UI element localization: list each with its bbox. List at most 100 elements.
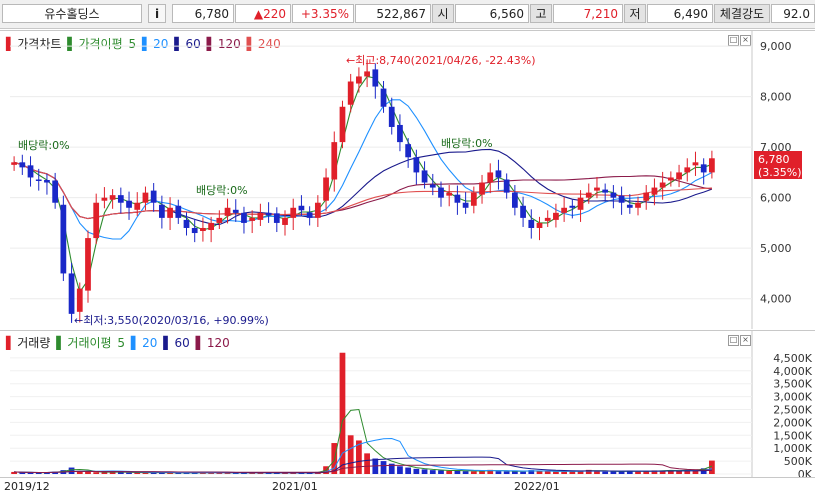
candle-body xyxy=(347,81,354,105)
volume-bar xyxy=(19,472,26,474)
candle-body xyxy=(52,180,59,203)
candle-body xyxy=(709,158,715,173)
volume-bar xyxy=(446,470,453,474)
volume-bar xyxy=(224,472,231,474)
volume-bar xyxy=(511,470,518,474)
price-change-pct: +3.35% xyxy=(292,4,354,23)
candle-body xyxy=(35,179,42,181)
candle-body xyxy=(232,209,239,213)
volume-bar xyxy=(76,470,83,474)
volume-bar xyxy=(265,472,272,474)
candle-body xyxy=(462,202,469,208)
volume-bar xyxy=(27,472,34,474)
volume-bar xyxy=(109,471,116,474)
price-y-tick: 4,000 xyxy=(760,293,792,306)
high-annotation: ←최고:8,740(2021/04/26, -22.43%) xyxy=(346,54,536,67)
candle-body xyxy=(413,157,420,173)
candle-body xyxy=(11,162,17,165)
price-panel-minimize-button[interactable]: □ xyxy=(728,35,739,46)
candle-body xyxy=(618,195,625,203)
volume-bar xyxy=(208,472,215,474)
candle-body xyxy=(85,238,91,291)
candle-body xyxy=(331,142,338,180)
x-label-2019-12: 2019/12 xyxy=(4,480,50,493)
candle-body xyxy=(76,288,83,312)
candle-body xyxy=(175,205,182,218)
candle-body xyxy=(438,187,444,198)
price-ma-120: 120 xyxy=(217,37,241,51)
candle-body xyxy=(109,195,116,200)
high-label: 고 xyxy=(530,4,552,23)
volume-bar xyxy=(158,472,165,474)
volume-bar xyxy=(602,471,609,474)
candle-body xyxy=(626,204,633,208)
candle-body xyxy=(602,189,609,193)
candle-body xyxy=(429,184,436,188)
volume-bar xyxy=(44,472,50,474)
volume-ma-line xyxy=(14,437,712,474)
candle-body xyxy=(93,202,100,239)
volume-y-tick: 2,500K xyxy=(773,404,812,417)
candle-body xyxy=(635,202,641,208)
candle-body xyxy=(249,217,256,221)
open-label: 시 xyxy=(432,4,454,23)
volume-y-tick: 500K xyxy=(784,455,813,468)
candle-body xyxy=(380,88,387,107)
candle-body xyxy=(470,192,477,206)
volume-bar xyxy=(273,472,280,474)
volume-bar xyxy=(405,467,412,474)
price-y-tick: 6,000 xyxy=(760,192,792,205)
volume-bar xyxy=(167,472,173,474)
volume-bar xyxy=(339,352,346,474)
volume-bar xyxy=(626,470,633,474)
candle-body xyxy=(282,217,288,225)
volume-bar xyxy=(561,470,568,474)
candle-body xyxy=(553,212,559,220)
price-panel-close-button[interactable]: × xyxy=(740,35,751,46)
low-value: 6,490 xyxy=(647,4,713,23)
candle-body xyxy=(536,222,543,228)
volume-chart-plot: 4,500K4,000K3,500K3,000K2,500K2,000K1,50… xyxy=(10,331,813,478)
candle-body xyxy=(405,144,412,158)
volume-bar xyxy=(544,471,551,474)
current-price-tag-value: 6,780 xyxy=(758,153,790,166)
candle-body xyxy=(511,192,518,208)
volume-bar xyxy=(298,472,305,474)
candle-body xyxy=(446,192,453,196)
candle-body xyxy=(454,194,461,203)
dividend-annotation-1: 배당락:0% xyxy=(18,139,70,152)
volume-bar xyxy=(462,471,469,474)
price-change: ▲220 xyxy=(235,4,291,23)
volume-panel-close-button[interactable]: × xyxy=(740,335,751,346)
volume-bar xyxy=(257,472,264,474)
candle-body xyxy=(150,190,157,203)
price-legend: ▌ 가격차트 ▌ 가격이평 5 ▌ 20 ▌ 60 ▌ 120 ▌ 240 xyxy=(6,37,281,51)
dividend-annotation-3: 배당락:0% xyxy=(441,137,493,150)
candle-body xyxy=(27,165,34,178)
price-chart-panel: ▌ 가격차트 ▌ 가격이평 5 ▌ 20 ▌ 60 ▌ 120 ▌ 240 □ × 9,00… xyxy=(0,30,815,329)
info-button[interactable]: i xyxy=(148,4,166,23)
candle-body xyxy=(290,207,297,218)
candle-body xyxy=(208,222,215,231)
candle-body xyxy=(676,172,682,180)
candle-body xyxy=(495,170,502,178)
volume-bar xyxy=(356,440,362,474)
volume-bar xyxy=(659,470,666,474)
volume-ma-line xyxy=(14,408,713,474)
volume-bar xyxy=(676,470,682,474)
volume-panel-minimize-button[interactable]: □ xyxy=(728,335,739,346)
candle-body xyxy=(142,192,149,203)
candle-body xyxy=(487,172,494,183)
volume-ma-5: 5 xyxy=(117,336,126,350)
volume-bar xyxy=(397,466,403,474)
volume-bar xyxy=(692,469,699,474)
volume-bar xyxy=(413,468,420,474)
price-ma-line xyxy=(13,75,713,294)
stock-name-field[interactable]: 유수홀딩스 xyxy=(2,4,142,23)
candle-body xyxy=(421,170,428,183)
price-ma-240: 240 xyxy=(257,37,281,51)
high-value: 7,210 xyxy=(553,4,623,23)
volume-bar xyxy=(290,472,297,474)
volume-bar xyxy=(142,472,149,474)
strength-label: 체결강도 xyxy=(714,4,770,23)
